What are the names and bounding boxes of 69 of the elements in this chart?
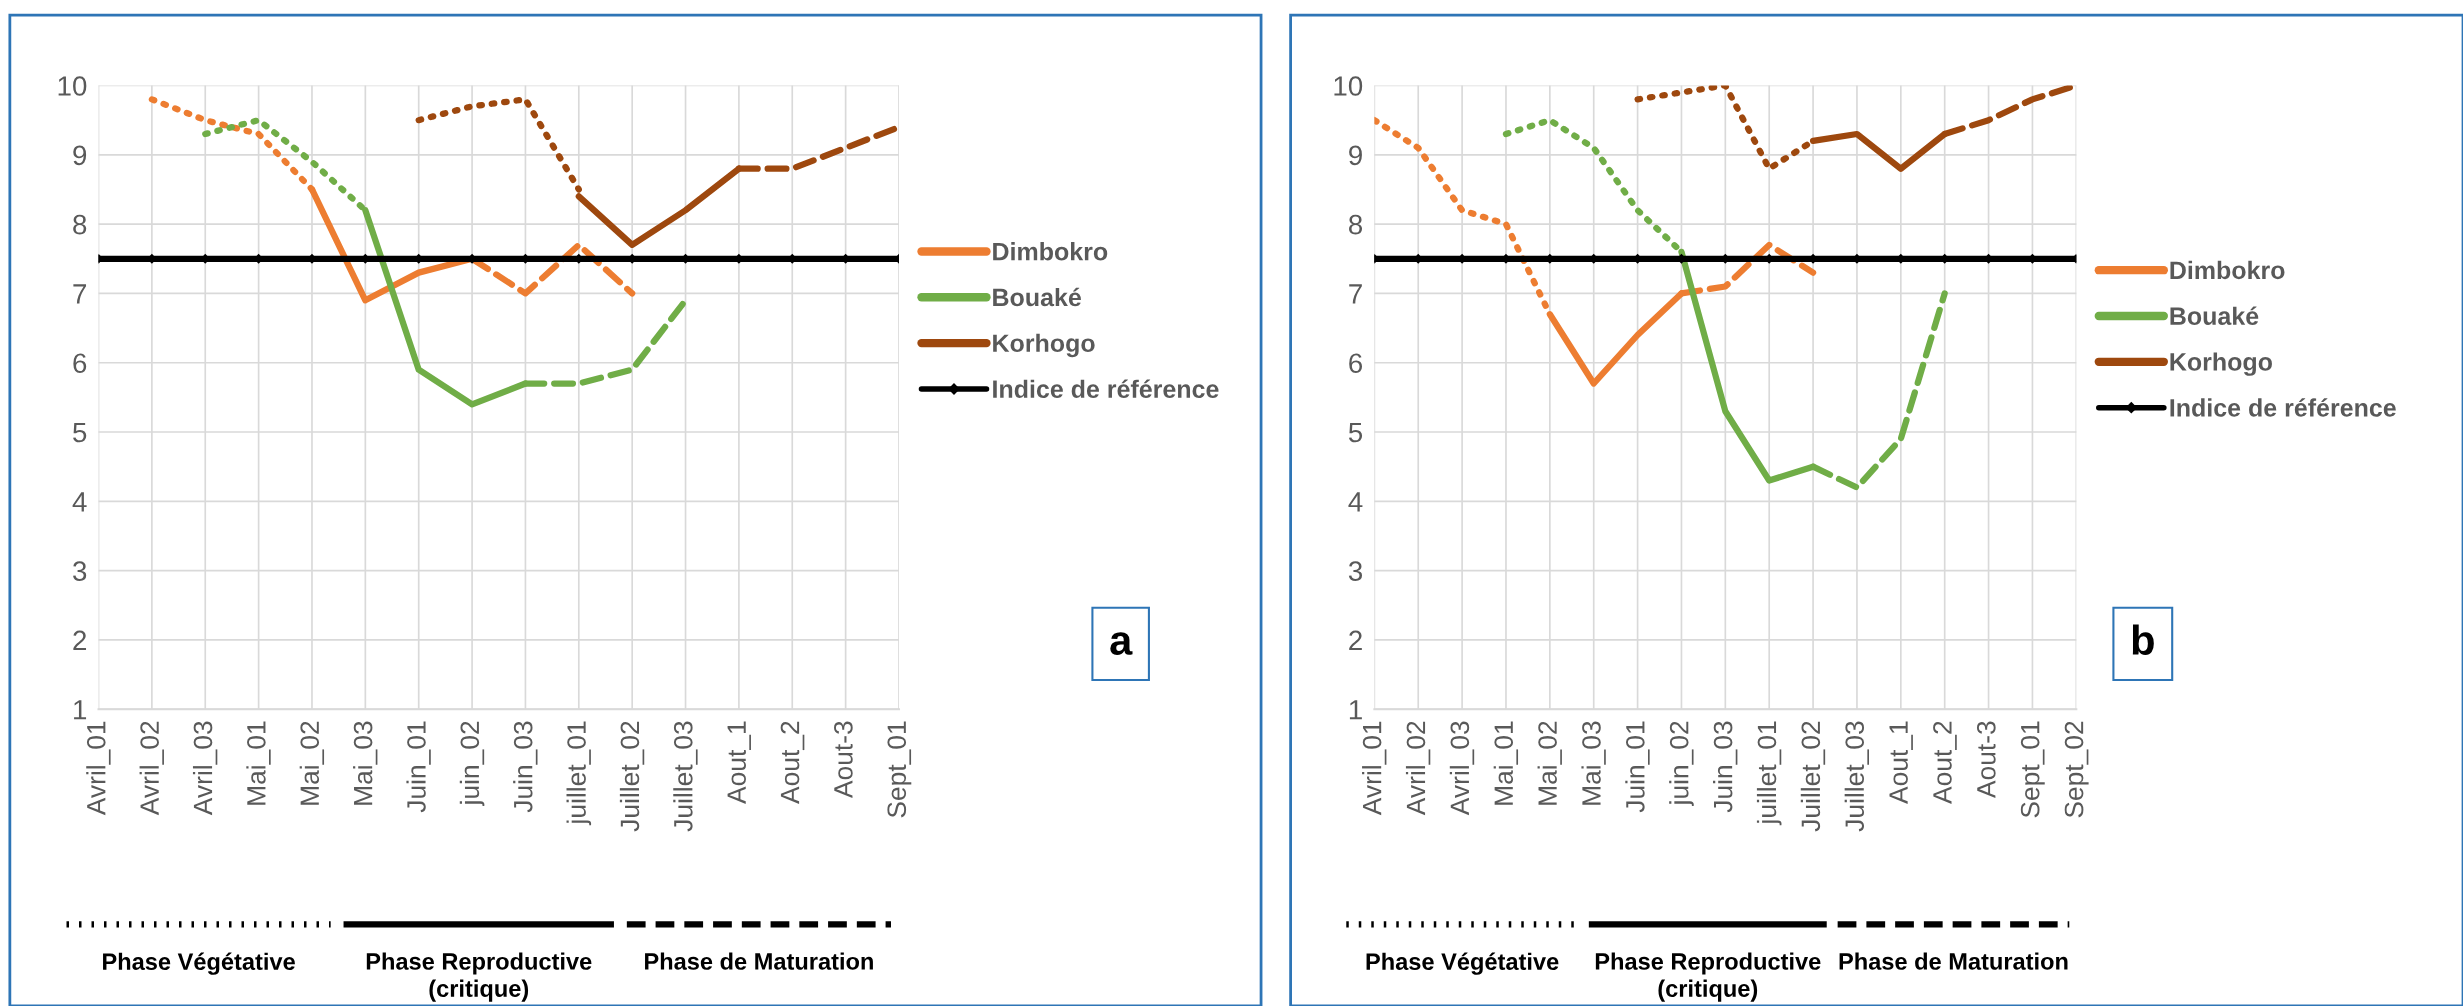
x-tick-label: Juillet_03 (1844, 721, 1870, 832)
y-tick-label: 1 (1349, 700, 1362, 720)
y-tick-label: 9 (73, 145, 87, 166)
x-tick-label: Juin_03 (513, 721, 538, 813)
x-tick-label: Juin_01 (406, 721, 431, 813)
x-tick-label: Mai_03 (1581, 721, 1606, 805)
y-tick-label: 7 (73, 284, 87, 304)
x-tick-label: Avril_02 (139, 721, 164, 816)
y-tick-label: 5 (1348, 422, 1363, 443)
x-tick-label: Juillet_02 (1800, 721, 1826, 832)
text: Phase Végétative (103, 952, 295, 975)
x-tick-label: Aout_1 (1889, 721, 1913, 804)
text: Phase Végétative (1366, 952, 1559, 975)
x-tick-label: Sept_01 (2020, 721, 2045, 818)
text: Phase Reproductive (critique) (1595, 952, 1821, 1002)
x-tick-label: Avril_03 (1449, 721, 1475, 816)
x-tick-label: Aout_1 (727, 721, 751, 804)
x-tick-label: Aout-3 (1976, 721, 1996, 799)
x-tick-label: juillet_01 (566, 721, 592, 826)
y-tick-label: 5 (73, 422, 87, 443)
legend-label: Korhogo (2170, 352, 2272, 376)
text: Phase Reproductive (critique) (366, 952, 592, 1002)
x-tick-label: Mai_01 (246, 721, 271, 805)
x-tick-label: juin_02 (459, 721, 485, 807)
y-tick-label: 8 (1349, 214, 1363, 235)
legend-label: Indice de référence (2170, 398, 2396, 417)
y-tick-label: 4 (1348, 492, 1363, 512)
text: b (2132, 624, 2154, 656)
x-tick-label: Aout-3 (834, 721, 853, 799)
legend-label: Dimbokro (2170, 260, 2285, 280)
y-tick-label: 2 (1349, 630, 1362, 650)
x-tick-label: Juin_03 (1713, 721, 1738, 813)
y-tick-label: 4 (72, 492, 87, 512)
legend-label: Bouaké (2170, 306, 2259, 325)
y-tick-label: 6 (73, 353, 87, 374)
x-tick-label: Mai_02 (1537, 721, 1562, 805)
x-tick-label: Avril_02 (1405, 721, 1431, 816)
x-tick-label: Juin_01 (1625, 721, 1650, 813)
y-tick-label: 10 (58, 76, 87, 96)
x-tick-label: Avril_03 (192, 721, 218, 816)
x-tick-label: Avril_01 (1362, 721, 1387, 816)
legend-label: Dimbokro (993, 242, 1108, 261)
x-tick-label: Sept_02 (2064, 721, 2089, 818)
y-tick-label: 3 (1348, 561, 1363, 581)
y-tick-label: 6 (1349, 353, 1363, 374)
y-tick-label: 2 (73, 630, 87, 650)
y-tick-label: 3 (73, 561, 87, 581)
y-tick-label: 9 (1349, 145, 1362, 166)
text: a (1110, 632, 1133, 656)
y-tick-label: 10 (1334, 76, 1363, 96)
legend-label: Indice de référence (993, 379, 1219, 398)
legend-label: Bouaké (993, 287, 1081, 307)
x-tick-label: Mai_02 (299, 721, 325, 805)
y-tick-label: 7 (1349, 284, 1362, 304)
x-tick-label: Mai_03 (353, 721, 378, 805)
x-tick-label: Aout_2 (780, 721, 805, 804)
x-tick-label: Sept_01 (887, 721, 912, 818)
x-tick-label: Mai_01 (1493, 721, 1519, 805)
text: Phase de Maturation (645, 952, 873, 970)
x-tick-label: Juillet_03 (673, 721, 698, 832)
y-tick-label: 8 (73, 214, 87, 235)
x-tick-label: Aout_2 (1933, 721, 1957, 804)
y-tick-label: 1 (74, 700, 87, 720)
text: Phase de Maturation (1839, 952, 2068, 970)
x-tick-label: Juillet_02 (619, 721, 645, 832)
x-tick-label: juillet_01 (1756, 721, 1782, 826)
x-tick-label: juin_02 (1669, 721, 1694, 807)
legend-label: Korhogo (993, 333, 1095, 358)
x-tick-label: Avril_01 (86, 721, 111, 816)
